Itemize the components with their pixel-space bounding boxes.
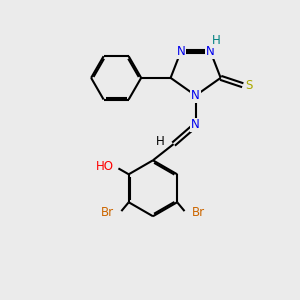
Text: S: S [245, 79, 253, 92]
Text: N: N [206, 45, 215, 58]
Text: H: H [156, 135, 165, 148]
Text: H: H [212, 34, 220, 47]
Text: N: N [191, 89, 200, 102]
Text: N: N [176, 45, 185, 58]
Text: HO: HO [96, 160, 114, 173]
Text: Br: Br [101, 206, 114, 219]
Text: N: N [191, 118, 200, 131]
Text: Br: Br [192, 206, 205, 219]
